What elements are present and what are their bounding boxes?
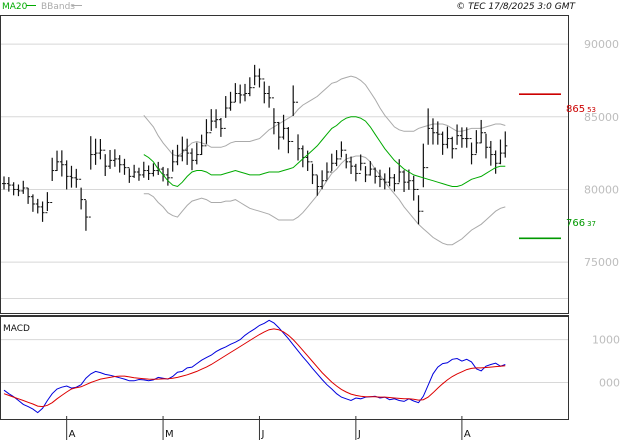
support-int: 766 xyxy=(566,218,585,229)
source-timestamp: © TEC 17/8/2025 3:0 GMT xyxy=(456,2,576,12)
resistance-dec: 53 xyxy=(587,106,596,114)
resistance-int: 865 xyxy=(566,104,585,115)
macd-y-tick-label: 1000 xyxy=(592,334,620,347)
macd-y-tick-label: 000 xyxy=(599,377,620,390)
month-tick-label: A xyxy=(464,429,471,440)
month-tick-label: A xyxy=(69,429,76,440)
price-y-tick-label: 90000 xyxy=(584,38,619,51)
month-tick-label: J xyxy=(260,429,264,440)
signal-line xyxy=(3,328,506,408)
bbands-lower-line xyxy=(143,155,506,246)
month-tick-label: M xyxy=(165,429,174,440)
ma-legend-label: MA20 xyxy=(2,2,28,12)
macd-panel-frame xyxy=(0,316,569,420)
resistance-label: 865 53 xyxy=(566,104,596,115)
bbands-upper-line xyxy=(143,75,506,157)
support-label: 766 37 xyxy=(566,218,596,229)
macd-panel-title: MACD xyxy=(3,324,30,334)
bbands-legend-label: BBands xyxy=(41,2,75,12)
ma20-line xyxy=(143,116,506,188)
price-y-tick-label: 75000 xyxy=(584,256,619,269)
price-y-tick-label: 85000 xyxy=(584,111,619,124)
month-tick-label: J xyxy=(357,429,361,440)
support-dec: 37 xyxy=(587,220,596,228)
price-panel-frame xyxy=(0,15,569,314)
macd-line xyxy=(3,319,506,414)
price-y-tick-label: 80000 xyxy=(584,183,619,196)
